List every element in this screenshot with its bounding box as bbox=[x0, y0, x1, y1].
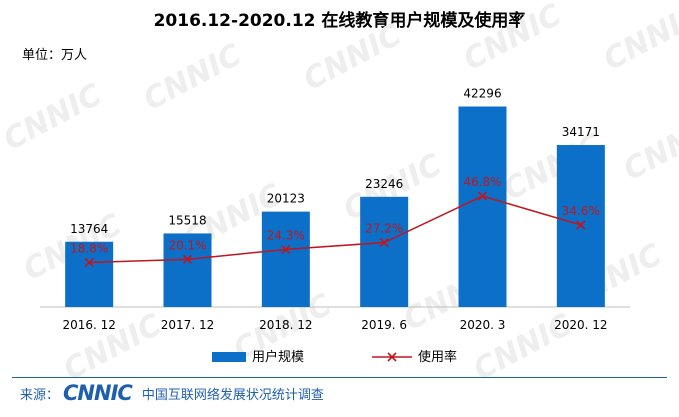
usage-rate-label: 18.8% bbox=[70, 241, 108, 255]
bar-user-scale bbox=[261, 211, 310, 307]
bar-value-label: 34171 bbox=[562, 125, 600, 139]
x-tick-label: 2017. 12 bbox=[161, 318, 214, 332]
usage-rate-label: 46.8% bbox=[463, 175, 501, 189]
bar-value-label: 42296 bbox=[463, 87, 501, 101]
chart-title: 2016.12-2020.12 在线教育用户规模及使用率 bbox=[153, 11, 526, 31]
bar-value-label: 15518 bbox=[168, 213, 206, 227]
x-tick-label: 2018. 12 bbox=[259, 318, 312, 332]
usage-rate-marker bbox=[477, 191, 488, 201]
source-label: 来源： bbox=[20, 387, 60, 403]
bar-user-scale bbox=[360, 196, 409, 307]
bar-value-label: 23246 bbox=[365, 177, 403, 191]
usage-rate-marker bbox=[379, 237, 389, 248]
bar-value-label: 13764 bbox=[70, 222, 108, 236]
bar-user-scale bbox=[163, 233, 212, 307]
unit-label: 单位：万人 bbox=[22, 48, 88, 63]
bar-user-scale bbox=[65, 241, 114, 307]
footer: 来源： CNNIC 中国互联网络发展状况统计调查 bbox=[20, 381, 324, 405]
bar-value-label: 20123 bbox=[267, 192, 305, 206]
usage-rate-label: 27.2% bbox=[365, 222, 403, 236]
footer-divider bbox=[12, 377, 667, 378]
legend-swatch-bar bbox=[212, 352, 246, 362]
legend-marker-line bbox=[387, 352, 397, 362]
usage-rate-marker bbox=[84, 257, 94, 268]
x-tick-label: 2019. 6 bbox=[361, 318, 407, 332]
usage-rate-label: 24.3% bbox=[267, 228, 305, 242]
usage-rate-marker bbox=[281, 244, 291, 254]
x-tick-label: 2020. 12 bbox=[554, 318, 607, 332]
legend-label-line: 使用率 bbox=[418, 349, 457, 365]
x-tick-label: 2016. 12 bbox=[62, 318, 115, 332]
x-tick-label: 2020. 3 bbox=[460, 318, 506, 332]
usage-rate-label: 34.6% bbox=[562, 204, 600, 218]
usage-rate-line bbox=[89, 195, 582, 264]
usage-rate-marker bbox=[576, 220, 586, 230]
cnnic-logo: CNNIC bbox=[63, 381, 133, 405]
source-org: 中国互联网络发展状况统计调查 bbox=[141, 387, 324, 403]
bar-user-scale bbox=[458, 106, 507, 307]
usage-rate-marker bbox=[182, 254, 193, 264]
usage-rate-label: 20.1% bbox=[168, 238, 206, 252]
legend-label-bar: 用户规模 bbox=[252, 349, 304, 365]
